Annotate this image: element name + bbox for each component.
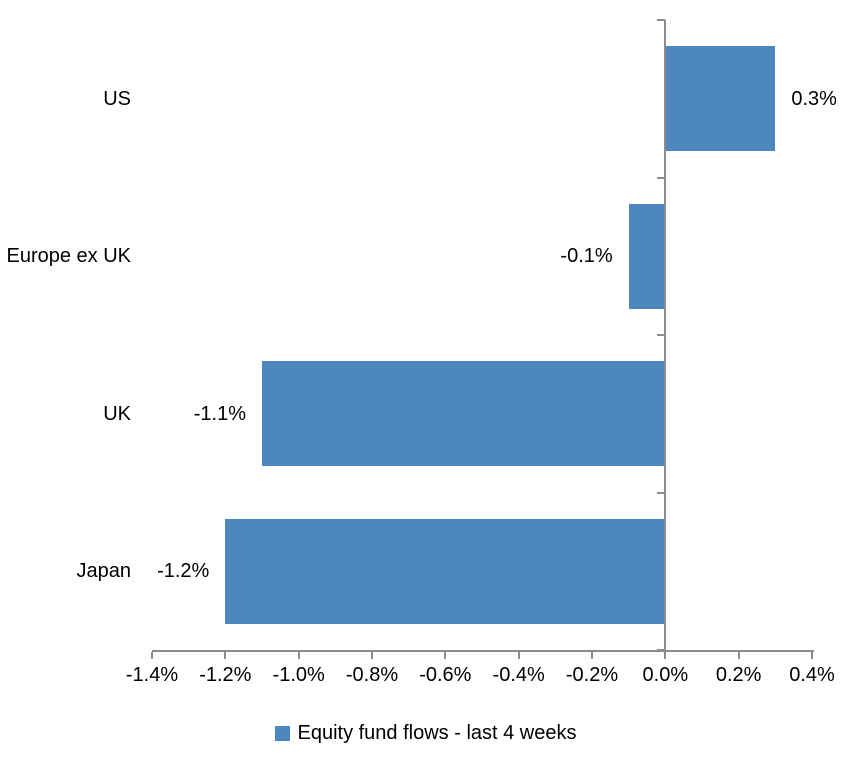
zero-axis-line — [664, 20, 667, 658]
x-axis-tick — [371, 652, 373, 659]
bar-value-label: -0.1% — [560, 245, 613, 268]
x-axis-tick — [737, 652, 740, 659]
bar-uk — [262, 361, 666, 467]
x-axis-tick-label: -0.6% — [419, 664, 472, 686]
x-axis-line — [152, 650, 814, 652]
x-axis-tick — [444, 652, 447, 659]
x-axis-tick-label: -0.2% — [565, 664, 619, 686]
category-label-japan: Japan — [76, 560, 132, 583]
bar-value-label: 0.3% — [791, 87, 837, 110]
category-label-europe-ex-uk: Europe ex UK — [6, 245, 131, 268]
category-tick — [657, 491, 666, 494]
legend-swatch-icon — [275, 725, 291, 741]
category-tick — [657, 19, 666, 21]
x-axis-tick — [151, 652, 153, 659]
x-axis-tick-label: -0.8% — [345, 664, 399, 686]
x-axis-tick — [811, 652, 813, 659]
x-axis-tick — [517, 652, 520, 659]
category-tick — [657, 649, 666, 651]
bar-value-label: -1.2% — [157, 560, 210, 583]
x-axis-tick — [591, 652, 593, 659]
x-axis-tick-label: 0.0% — [642, 664, 689, 686]
legend: Equity fund flows - last 4 weeks — [0, 721, 852, 745]
x-axis-tick-label: -1.0% — [272, 664, 325, 686]
category-label-uk: UK — [103, 402, 131, 425]
category-label-us: US — [103, 87, 131, 110]
bar-us — [665, 46, 776, 152]
category-tick — [657, 176, 666, 179]
legend-label: Equity fund flows - last 4 weeks — [297, 722, 577, 744]
bar-europe-ex-uk — [628, 203, 666, 309]
x-axis-tick-label: -0.4% — [492, 664, 545, 686]
x-axis-tick — [224, 652, 227, 659]
x-axis-tick — [297, 652, 300, 659]
bar-japan — [225, 518, 666, 624]
x-axis-tick-label: 0.4% — [789, 664, 835, 686]
x-axis-tick — [664, 652, 667, 659]
x-axis-tick-label: -1.4% — [125, 664, 179, 686]
bar-value-label: -1.1% — [193, 402, 246, 425]
x-axis-tick-label: -1.2% — [199, 664, 252, 686]
x-axis-tick-label: 0.2% — [715, 664, 762, 686]
category-tick — [657, 334, 666, 336]
